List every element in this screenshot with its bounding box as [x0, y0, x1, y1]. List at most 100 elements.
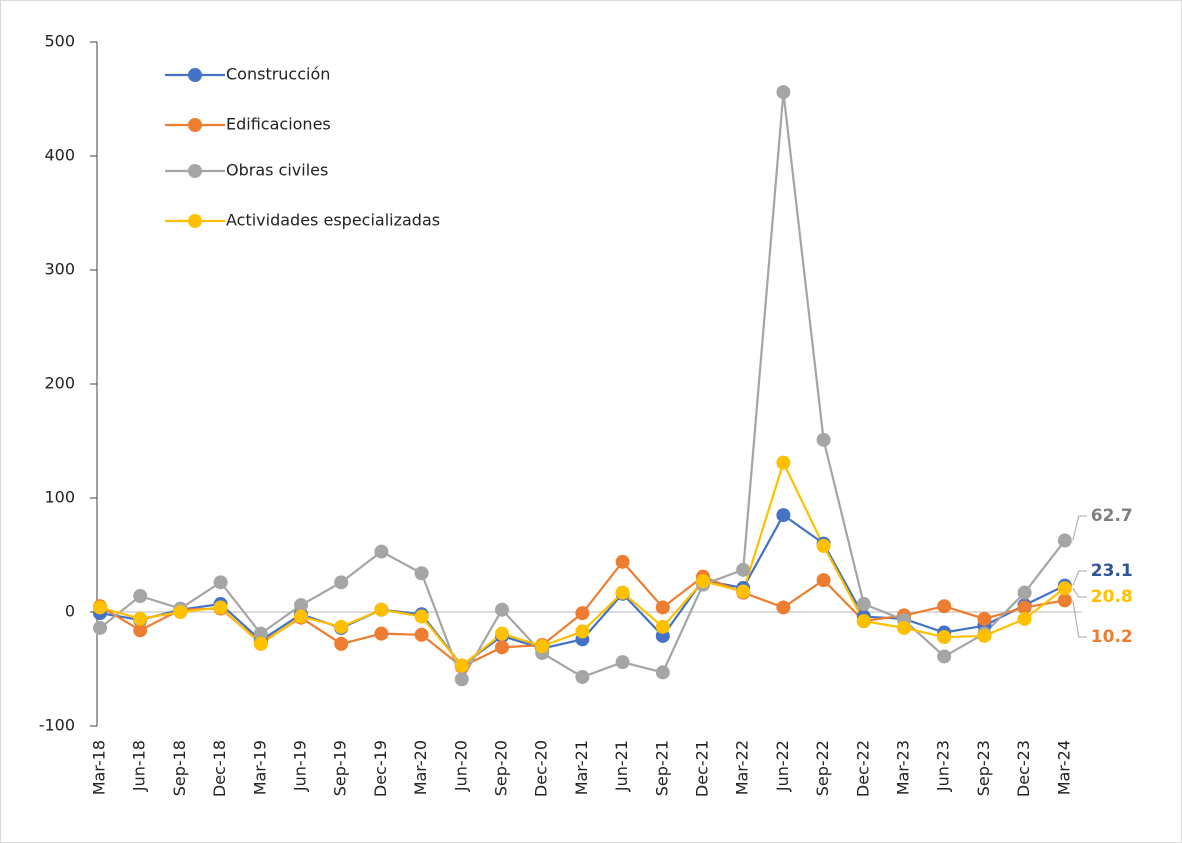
y-tick-label: 0: [65, 602, 75, 621]
data-point: [937, 630, 952, 645]
x-tick-label: Mar-19: [250, 740, 269, 795]
data-label: 10.2: [1091, 627, 1133, 647]
data-point: [776, 455, 791, 470]
data-point: [334, 619, 349, 634]
data-point: [294, 598, 308, 613]
x-tick-label: Mar-21: [572, 740, 591, 795]
data-point: [615, 554, 630, 569]
x-tick-label: Sep-20: [492, 740, 511, 796]
data-point: [294, 609, 308, 624]
data-label: 62.7: [1091, 506, 1133, 526]
data-point: [816, 432, 831, 447]
data-point: [1057, 581, 1072, 596]
x-tick-label: Sep-23: [974, 740, 993, 796]
data-point: [495, 626, 509, 641]
data-point: [937, 649, 952, 664]
series-line: [99, 92, 1066, 682]
legend-label: Obras civiles: [226, 161, 328, 180]
x-tick-label: Dec-20: [532, 740, 551, 797]
x-tick-label: Mar-20: [411, 740, 430, 795]
data-point: [615, 655, 630, 670]
data-point: [414, 627, 429, 642]
data-point: [253, 636, 268, 651]
x-tick-label: Jun-21: [612, 740, 631, 792]
x-tick-label: Jun-18: [130, 740, 149, 792]
data-point: [615, 585, 630, 600]
data-point: [696, 574, 710, 589]
data-point: [1057, 593, 1072, 608]
data-point: [535, 639, 550, 654]
data-point: [816, 573, 831, 588]
data-point: [655, 600, 670, 615]
data-point: [133, 589, 148, 604]
x-tick-label: Mar-24: [1054, 740, 1073, 795]
data-point: [334, 636, 349, 651]
data-point: [856, 614, 871, 629]
data-point: [736, 584, 751, 599]
data-point: [937, 599, 952, 614]
label-leader: [1072, 588, 1087, 598]
data-point: [776, 508, 791, 523]
legend-marker: [188, 164, 202, 178]
data-point: [977, 628, 992, 643]
x-tick-label: Sep-21: [652, 740, 671, 796]
data-point: [93, 600, 107, 615]
data-point: [334, 575, 349, 590]
x-tick-label: Dec-22: [853, 740, 872, 797]
data-point: [575, 624, 590, 639]
x-tick-label: Mar-22: [733, 740, 752, 795]
legend-label: Construcción: [226, 65, 330, 84]
data-point: [374, 626, 389, 641]
data-point: [655, 665, 670, 680]
data-point: [897, 620, 911, 635]
x-tick-label: Sep-18: [170, 740, 189, 796]
x-tick-label: Mar-23: [894, 740, 913, 795]
legend-label: Actividades especializadas: [226, 211, 440, 230]
data-point: [173, 605, 188, 619]
data-label: 20.8: [1091, 587, 1133, 607]
data-point: [1017, 585, 1032, 600]
label-leader: [1072, 600, 1087, 638]
x-tick-label: Sep-22: [813, 740, 832, 796]
data-point: [495, 640, 509, 655]
y-tick-label: 300: [44, 260, 75, 279]
legend-label: Edificaciones: [226, 115, 331, 134]
x-tick-label: Jun-20: [451, 740, 470, 792]
data-point: [454, 658, 469, 673]
data-point: [1017, 600, 1032, 615]
data-point: [1057, 533, 1072, 548]
label-leader: [1072, 570, 1087, 586]
x-tick-label: Jun-23: [934, 740, 953, 792]
data-point: [1017, 611, 1032, 626]
data-point: [575, 606, 590, 621]
data-point: [374, 544, 389, 559]
data-point: [414, 566, 429, 581]
data-point: [575, 669, 590, 684]
y-tick-label: 100: [44, 488, 75, 507]
x-tick-label: Sep-19: [331, 740, 350, 796]
data-point: [856, 597, 871, 612]
x-tick-label: Dec-23: [1014, 740, 1033, 797]
data-point: [133, 623, 148, 638]
y-tick-label: 400: [44, 146, 75, 165]
data-point: [776, 85, 791, 100]
data-point: [133, 611, 148, 626]
label-leader: [1072, 515, 1087, 541]
y-tick-label: 200: [44, 374, 75, 393]
legend-marker: [188, 214, 202, 228]
data-label: 23.1: [1091, 561, 1133, 581]
y-tick-label: -100: [39, 716, 75, 735]
legend-marker: [188, 68, 202, 82]
legend-marker: [188, 118, 202, 132]
x-tick-label: Jun-22: [773, 740, 792, 792]
data-point: [495, 602, 509, 617]
data-point: [776, 600, 791, 615]
data-point: [374, 602, 389, 617]
data-point: [93, 620, 107, 635]
data-point: [816, 538, 831, 553]
data-point: [213, 575, 228, 590]
x-tick-label: Dec-19: [371, 740, 390, 797]
data-point: [414, 609, 429, 624]
